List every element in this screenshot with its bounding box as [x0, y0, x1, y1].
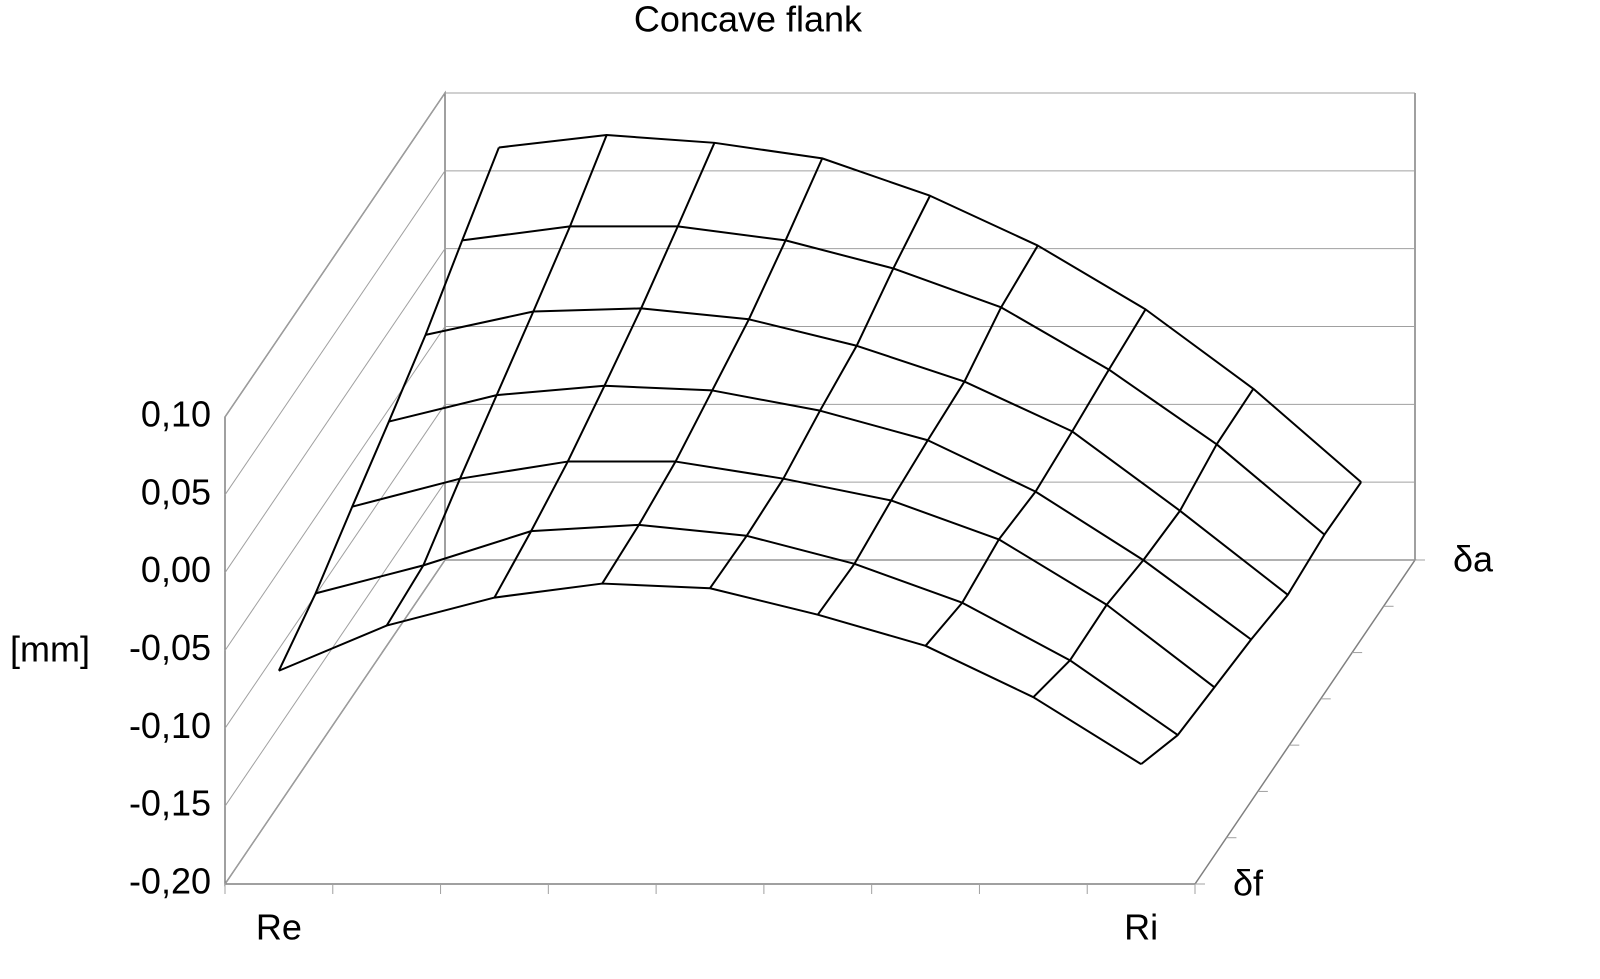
surface-row-line	[315, 523, 1179, 736]
surface-row-line	[388, 384, 1252, 641]
surface-column-line	[601, 157, 824, 585]
surface-row-line	[278, 582, 1142, 765]
surface-column-line	[1140, 481, 1362, 765]
y-tick-label: 0,00	[141, 549, 211, 590]
depth-tick-label: δf	[1233, 863, 1264, 904]
y-tick-label: 0,10	[141, 394, 211, 435]
floor	[225, 559, 1417, 885]
chart-title: Concave flank	[634, 0, 863, 40]
depth-tick-label: δa	[1453, 539, 1494, 580]
grid-line	[224, 326, 446, 651]
grid-line	[224, 92, 446, 418]
y-tick-label: -0,05	[129, 627, 211, 668]
surface-column-line	[924, 308, 1147, 647]
surface-row-line	[425, 307, 1289, 596]
grid-line	[224, 404, 446, 729]
y-tick-label: 0,05	[141, 471, 211, 512]
y-tick-label: -0,15	[129, 783, 211, 824]
y-tick-label: -0,10	[129, 705, 211, 746]
y-axis-label: [mm]	[10, 629, 90, 670]
grid-line	[224, 170, 446, 496]
x-tick-label: Re	[256, 907, 302, 948]
grid-line	[224, 248, 446, 573]
grid-line	[224, 481, 446, 807]
surface-row-line	[498, 134, 1362, 483]
x-tick-label: Ri	[1124, 907, 1158, 948]
y-tick-label: -0,20	[129, 861, 211, 902]
grid-line	[224, 559, 446, 885]
surface-column-line	[709, 195, 931, 589]
surface-row-line	[462, 225, 1326, 536]
surface-row-line	[351, 460, 1216, 689]
